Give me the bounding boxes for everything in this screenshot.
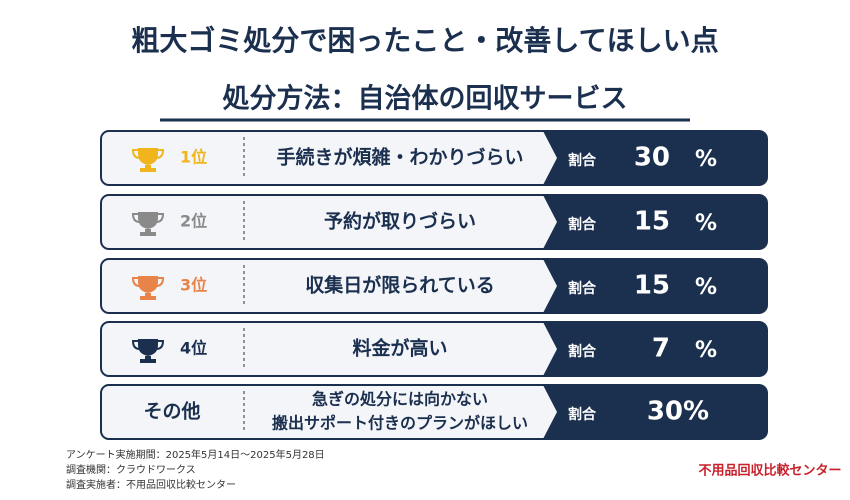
note: アンケート実施期間：2025年5月14日〜2025年5月28日 <box>66 448 325 461</box>
value: 7 <box>652 334 670 364</box>
trophy-icon <box>138 212 158 236</box>
rank: その他 <box>143 400 200 423</box>
value: 30 <box>634 143 670 173</box>
ratio-panel <box>543 385 767 439</box>
value: 15 <box>634 271 670 301</box>
unit: % <box>695 147 717 172</box>
unit: % <box>695 338 717 363</box>
rank: 4位 <box>180 339 207 358</box>
unit: % <box>695 211 717 236</box>
note: 調査機関：クラウドワークス <box>66 463 196 476</box>
item: 手続きが煩雑・わかりづらい <box>276 146 523 169</box>
item: 搬出サポート付きのプランがほしい <box>272 414 528 433</box>
value: 15 <box>634 207 670 237</box>
note: 調査実施者：不用品回収比較センター <box>66 478 236 491</box>
trophy-icon <box>138 276 158 300</box>
rank: 3位 <box>180 276 207 295</box>
ratio-label: 割合 <box>568 280 597 297</box>
unit: % <box>695 275 717 300</box>
trophy-handles <box>131 277 165 287</box>
item: 予約が取りづらい <box>324 210 476 233</box>
trophy-icon <box>138 339 158 363</box>
value: 30 <box>647 397 683 427</box>
rank: 2位 <box>180 212 207 231</box>
subtitle: 処分方法：自治体の回収サービス <box>223 83 628 115</box>
rank: 1位 <box>180 148 207 167</box>
trophy-handles <box>131 149 165 159</box>
title: 粗大ゴミ処分で困ったこと・改善してほしい点 <box>131 24 718 57</box>
item: 収集日が限られている <box>305 274 494 297</box>
ratio-panel <box>543 195 767 249</box>
ratio-panel <box>543 322 767 376</box>
ratio-label: 割合 <box>568 406 597 423</box>
ratio-label: 割合 <box>568 216 597 233</box>
ratio-label: 割合 <box>568 152 597 169</box>
trophy-icon <box>138 148 158 172</box>
ratio-panel <box>543 259 767 313</box>
trophy-handles <box>131 340 165 350</box>
unit: % <box>683 397 709 427</box>
ratio-label: 割合 <box>568 343 597 360</box>
logo: 不用品回収比較センター <box>698 463 841 479</box>
trophy-handles <box>131 213 165 223</box>
item: 急ぎの処分には向かない <box>312 390 488 409</box>
ratio-panel <box>543 131 767 185</box>
item: 料金が高い <box>352 337 447 360</box>
